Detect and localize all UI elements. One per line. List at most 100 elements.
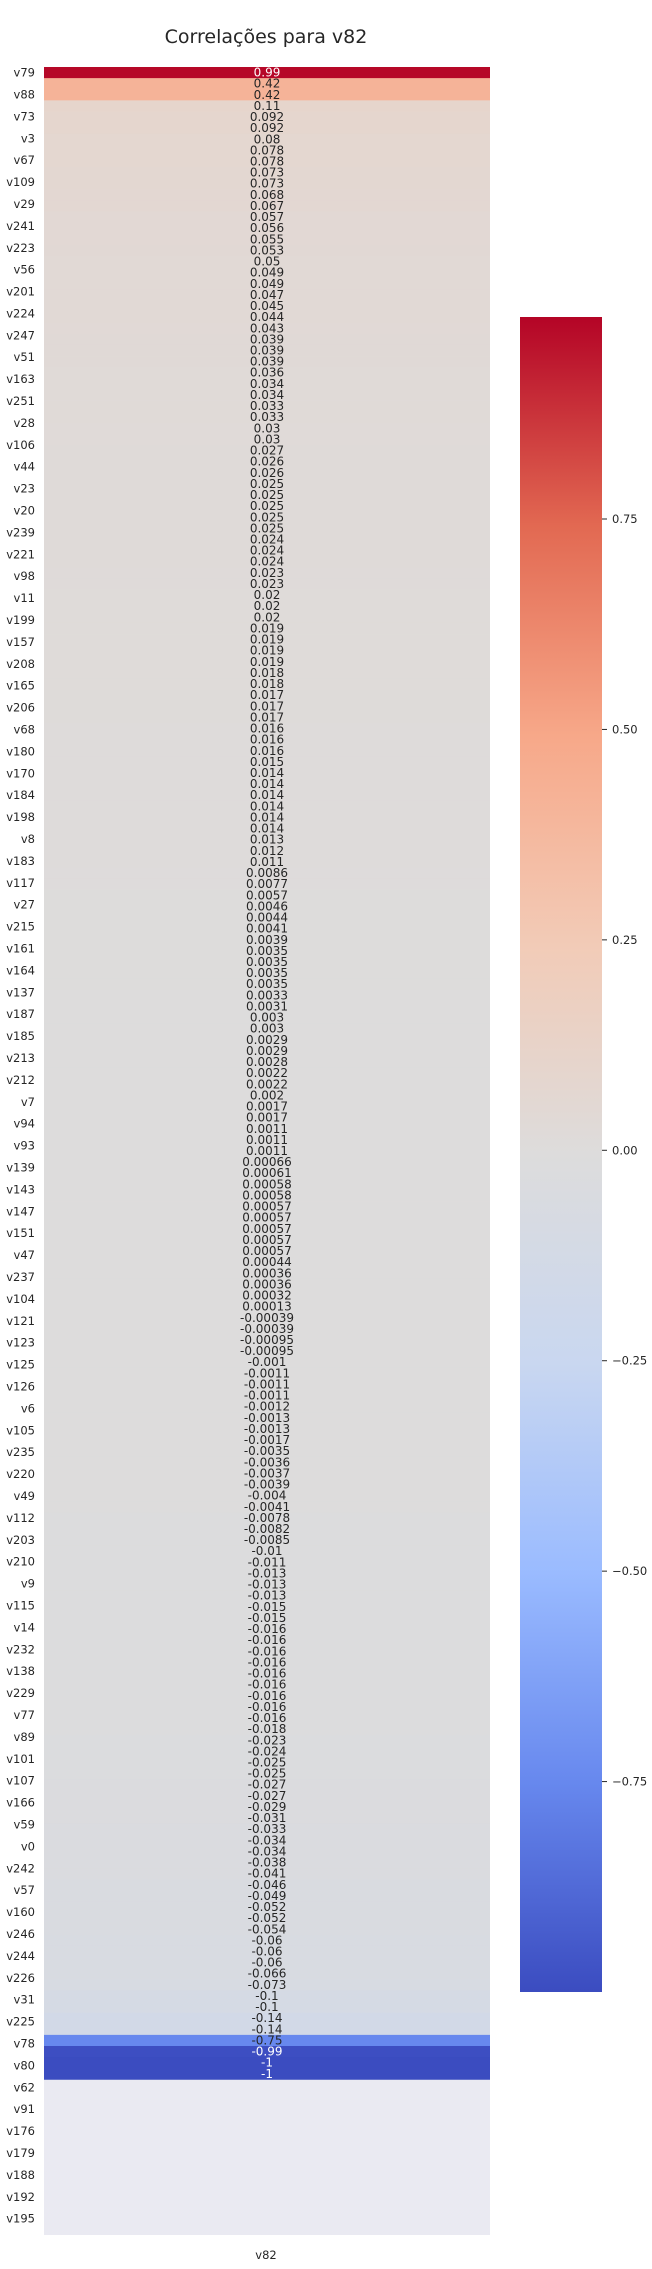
heatmap-cell	[44, 89, 490, 101]
heatmap-cell	[44, 1979, 490, 1991]
heatmap-cell	[44, 1100, 490, 1113]
cell-value-label: -0.0013	[244, 1422, 290, 1436]
heatmap-cell	[44, 300, 490, 312]
cell-value-label: 0.044	[250, 310, 284, 324]
cell-value-label: 0.0028	[246, 1055, 288, 1069]
cell-value-label: 0.049	[250, 266, 284, 280]
cell-value-label: -0.99	[251, 2045, 282, 2059]
y-tick-label: v179	[6, 2146, 35, 2160]
cell-value-label: -0.75	[251, 2033, 282, 2047]
cell-value-label: 0.014	[250, 810, 284, 824]
cell-value-label: 0.03	[254, 432, 281, 446]
cell-value-label: -0.025	[248, 1755, 287, 1769]
heatmap-cell	[44, 589, 490, 602]
cell-value-label: -0.073	[248, 1978, 287, 1992]
colorbar-tick-label: 0.75	[612, 512, 638, 526]
cell-value-label: 0.019	[250, 655, 284, 669]
cell-value-label: 0.0029	[246, 1044, 288, 1058]
cell-value-label: 0.0039	[246, 933, 288, 947]
heatmap-cell	[44, 1023, 490, 1035]
y-tick-label: v105	[6, 1423, 35, 1437]
cell-value-label: 0.039	[250, 332, 284, 346]
heatmap-cell	[44, 400, 490, 413]
heatmap-cell	[44, 1356, 490, 1369]
heatmap-cell	[44, 2001, 490, 2014]
heatmap-cell	[44, 1556, 490, 1569]
cell-value-label: 0.025	[250, 488, 284, 502]
y-tick-label: v210	[6, 1555, 35, 1569]
cell-value-label: 0.0017	[246, 1100, 288, 1114]
heatmap-cell	[44, 1045, 490, 1057]
cell-value-label: -0.046	[248, 1878, 287, 1892]
cell-value-label: -0.14	[251, 2011, 282, 2025]
cell-value-label: -0.013	[248, 1589, 287, 1603]
heatmap-cell	[44, 1790, 490, 1802]
cell-value-label: 0.012	[250, 844, 284, 858]
cell-value-label: -0.016	[248, 1711, 287, 1725]
cell-value-label: -0.0011	[244, 1366, 290, 1380]
cell-value-label: -0.1	[255, 2000, 278, 2014]
heatmap-cell	[44, 700, 490, 713]
heatmap-cell	[44, 1934, 490, 1947]
heatmap-cell	[44, 1156, 490, 1169]
heatmap-cell	[44, 1312, 490, 1324]
heatmap-cell	[44, 834, 490, 846]
cell-value-label: 0.0029	[246, 1033, 288, 1047]
y-tick-label: v93	[14, 1139, 35, 1153]
heatmap-cell	[44, 900, 490, 913]
cell-value-label: 0.0011	[246, 1144, 288, 1158]
cell-value-label: 0.025	[250, 521, 284, 535]
heatmap-cell	[44, 1512, 490, 1524]
y-tick-label: v188	[6, 2168, 35, 2182]
cell-value-label: -0.016	[248, 1667, 287, 1681]
heatmap-cell	[44, 1679, 490, 1691]
y-tick-label: v151	[6, 1226, 35, 1240]
cell-value-label: -0.0012	[244, 1400, 290, 1414]
cell-value-label: 0.024	[250, 533, 284, 547]
colorbar-ticks: 0.75 0.50 0.25 0.00 −0.25 −0.50 −0.75	[602, 512, 647, 1789]
heatmap-cell	[44, 1545, 490, 1558]
y-tick-label: v31	[14, 1993, 35, 2007]
heatmap-cell	[44, 1334, 490, 1346]
cell-value-label: -0.041	[248, 1867, 287, 1881]
heatmap-cell	[44, 344, 490, 357]
y-tick-label: v59	[14, 1817, 35, 1831]
cell-value-label: 0.0035	[246, 977, 288, 991]
y-tick-label: v126	[6, 1379, 35, 1393]
cell-value-label: 0.024	[250, 555, 284, 569]
cell-value-label: 0.024	[250, 544, 284, 558]
heatmap-cell	[44, 2012, 490, 2025]
heatmap-cell	[44, 1968, 490, 1980]
cell-value-label: -0.016	[248, 1655, 287, 1669]
y-tick-label: v27	[14, 898, 35, 912]
heatmap-cell	[44, 167, 490, 179]
y-tick-label: v241	[6, 219, 35, 233]
y-tick-label: v6	[21, 1401, 35, 1415]
y-tick-label: v246	[6, 1927, 35, 1941]
heatmap-cell	[44, 923, 490, 935]
heatmap-cell	[44, 1456, 490, 1469]
y-tick-label: v163	[6, 372, 35, 386]
cell-value-label: -0.0011	[244, 1377, 290, 1391]
heatmap-cell	[44, 1012, 490, 1024]
cell-value-label: -0.052	[248, 1900, 287, 1914]
heatmap-cell	[44, 911, 490, 924]
heatmap-cell	[44, 1490, 490, 1502]
heatmap-cell	[44, 1467, 490, 1480]
y-tick-label: v160	[6, 1905, 35, 1919]
y-tick-label: v137	[6, 985, 35, 999]
cell-value-label: -0.01	[251, 1544, 282, 1558]
heatmap-cell	[44, 856, 490, 868]
cell-value-label: -0.0035	[244, 1444, 290, 1458]
cell-value-label: 0.00036	[242, 1266, 292, 1280]
heatmap-cell	[44, 967, 490, 980]
heatmap-cell	[44, 445, 490, 457]
heatmap-cell	[44, 722, 490, 735]
y-tick-label: v198	[6, 810, 35, 824]
cell-value-label: 0.014	[250, 788, 284, 802]
cell-value-label: 0.056	[250, 221, 284, 235]
cell-value-label: 0.019	[250, 633, 284, 647]
heatmap-cell	[44, 1478, 490, 1491]
cell-value-label: 0.014	[250, 766, 284, 780]
cell-value-label: -0.016	[248, 1689, 287, 1703]
